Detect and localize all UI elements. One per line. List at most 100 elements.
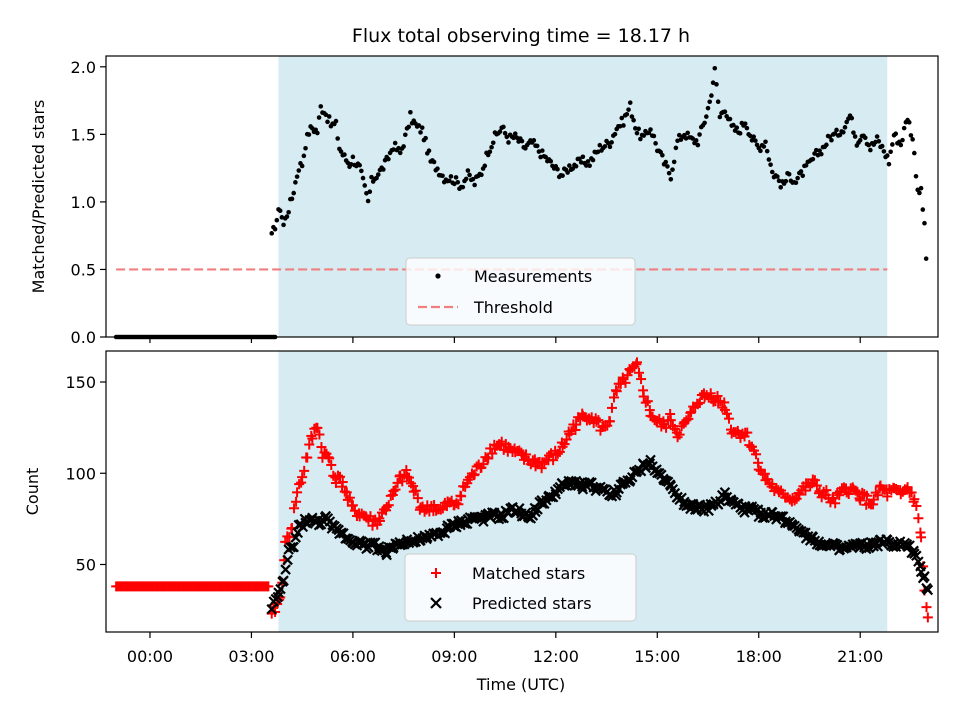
measurement-point [717,114,723,120]
legend-marker-predicted [430,597,442,609]
measurement-point [367,189,373,195]
measurement-point [910,137,915,142]
measurement-point [749,138,755,143]
measurement-point [893,131,899,137]
measurement-point [695,142,701,148]
measurement-point [685,130,691,136]
top-y-tick-label: 0.5 [71,260,96,279]
top-legend: Measurements Threshold [405,257,636,326]
measurement-point [375,172,381,177]
measurement-point [357,162,362,168]
x-tick-label: 18:00 [736,647,782,666]
measurement-point [446,178,452,184]
legend-box [405,257,636,326]
measurement-point [281,222,286,228]
measurement-point [862,135,868,141]
measurement-point [511,135,516,141]
x-axis-label: Time (UTC) [476,675,565,694]
predicted-star-point [809,535,821,547]
measurement-point [391,147,396,152]
measurement-point [416,123,422,128]
bottom-panel: 50 100 150 00:00 03:00 06:00 09:00 12:00 15:00 1… [23,350,939,694]
measurement-point [299,163,305,169]
predicted-star-point [904,540,915,551]
measurement-point [676,132,682,138]
legend-label-predicted: Predicted stars [472,594,592,613]
bottom-plot-frame [105,350,939,633]
measurement-point [737,131,743,136]
measurement-point [629,114,635,119]
measurement-point [671,159,677,165]
predicted-star-point [275,583,286,595]
predicted-star-point [766,506,778,518]
measurement-point [795,175,800,181]
measurement-point [470,176,476,182]
measurement-point [758,148,763,154]
measurements-series [113,65,929,340]
predicted-star-point [913,556,924,567]
measurement-point [697,132,702,137]
measurement-point [868,147,873,153]
measurement-point [798,169,804,174]
measurement-point [705,105,711,111]
measurement-point [751,134,756,140]
measurement-point [638,136,643,142]
measurement-point [504,134,510,140]
measurement-point [778,185,784,190]
measurement-point [636,126,641,132]
predicted-star-point [282,554,293,566]
measurement-point [338,149,344,154]
legend-marker-measurements [435,273,441,279]
measurement-point [455,179,461,185]
measurement-point [512,131,518,136]
measurement-point [315,130,320,136]
measurement-point [709,93,714,98]
predicted-star-point [656,469,667,481]
measurement-point [418,130,423,135]
predicted-star-point [652,467,663,479]
measurement-point [693,138,699,143]
measurement-point [519,138,525,144]
measurement-point [852,134,858,139]
measurement-point [884,153,890,158]
measurement-point [707,99,713,105]
measurement-point [497,129,503,134]
x-tick-label: 03:00 [228,647,274,666]
bottom-x-axis: 00:00 03:00 06:00 09:00 12:00 15:00 18:00 21:00 [127,632,883,666]
predicted-star-point [802,531,814,542]
predicted-star-point [757,512,769,524]
measurement-point [715,99,721,104]
x-tick-label: 21:00 [837,647,883,666]
measurement-point [381,167,386,172]
top-y-tick-label: 1.5 [71,125,96,144]
measurement-point [837,132,843,138]
bottom-legend: Matched stars Predicted stars [404,553,637,622]
measurement-point [465,168,471,173]
measurement-point [587,163,592,169]
measurement-point [570,166,576,172]
measurement-point [440,173,445,179]
measurement-point [323,112,329,117]
predicted-star-point [373,541,385,552]
bottom-y-tick-label: 50 [76,555,96,574]
measurement-point [886,161,892,167]
measurement-point [810,156,816,162]
measurement-point [817,148,822,153]
measurement-point [397,150,403,156]
measurement-point [501,124,506,130]
top-x-axis [149,337,861,343]
measurement-point [318,104,324,109]
predicted-star-point [733,498,744,510]
measurement-point [350,154,356,160]
measurement-point [923,256,929,261]
top-y-axis-label: Matched/Predicted stars [29,100,48,294]
measurement-point [272,226,278,232]
measurement-point [800,173,806,179]
x-tick-label: 06:00 [330,647,376,666]
measurement-point [660,152,665,158]
measurement-point [392,140,398,146]
measurement-point [633,126,638,131]
predicted-star-point [719,487,731,498]
measurement-point [342,152,347,157]
